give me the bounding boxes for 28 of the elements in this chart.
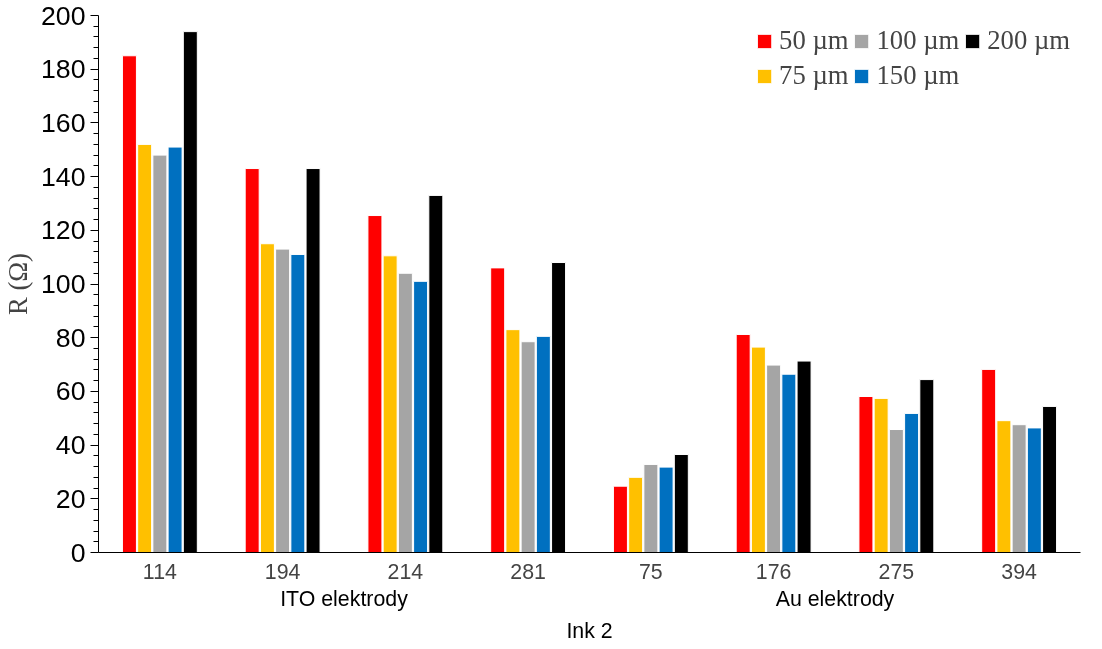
y-tick-label: 160 <box>41 107 86 138</box>
legend-label: 50 µm <box>779 25 849 56</box>
legend-label: 100 µm <box>876 25 960 56</box>
x-tick-label: 75 <box>639 559 663 584</box>
legend-label: 150 µm <box>876 60 960 91</box>
x-tick-label: 214 <box>387 559 424 584</box>
y-tick-label: 100 <box>41 269 86 299</box>
x-tick-label: 194 <box>264 559 301 584</box>
y-tick-label: 60 <box>55 376 86 407</box>
y-axis-title: R (Ω) <box>3 252 34 315</box>
text: ITO elektrody <box>280 586 409 611</box>
y-tick-label: 200 <box>41 0 86 31</box>
y-tick-label: 120 <box>41 215 86 246</box>
y-tick-label: 40 <box>55 430 86 461</box>
legend-label: 200 µm <box>987 25 1070 56</box>
x-tick-label: 394 <box>1001 559 1038 584</box>
x-axis-title: Ink 2 <box>566 618 613 643</box>
y-tick-label: 140 <box>41 161 86 192</box>
y-tick-label: 20 <box>55 483 86 514</box>
y-tick-label: 80 <box>55 322 86 353</box>
x-tick-label: 275 <box>878 559 915 584</box>
text: Au elektrody <box>775 586 895 611</box>
x-tick-label: 281 <box>510 559 546 584</box>
x-tick-label: 176 <box>755 559 792 584</box>
y-tick-label: 0 <box>70 537 86 568</box>
legend-label: 75 µm <box>779 60 849 91</box>
y-tick-label: 180 <box>41 54 86 85</box>
x-tick-label: 114 <box>142 559 178 584</box>
